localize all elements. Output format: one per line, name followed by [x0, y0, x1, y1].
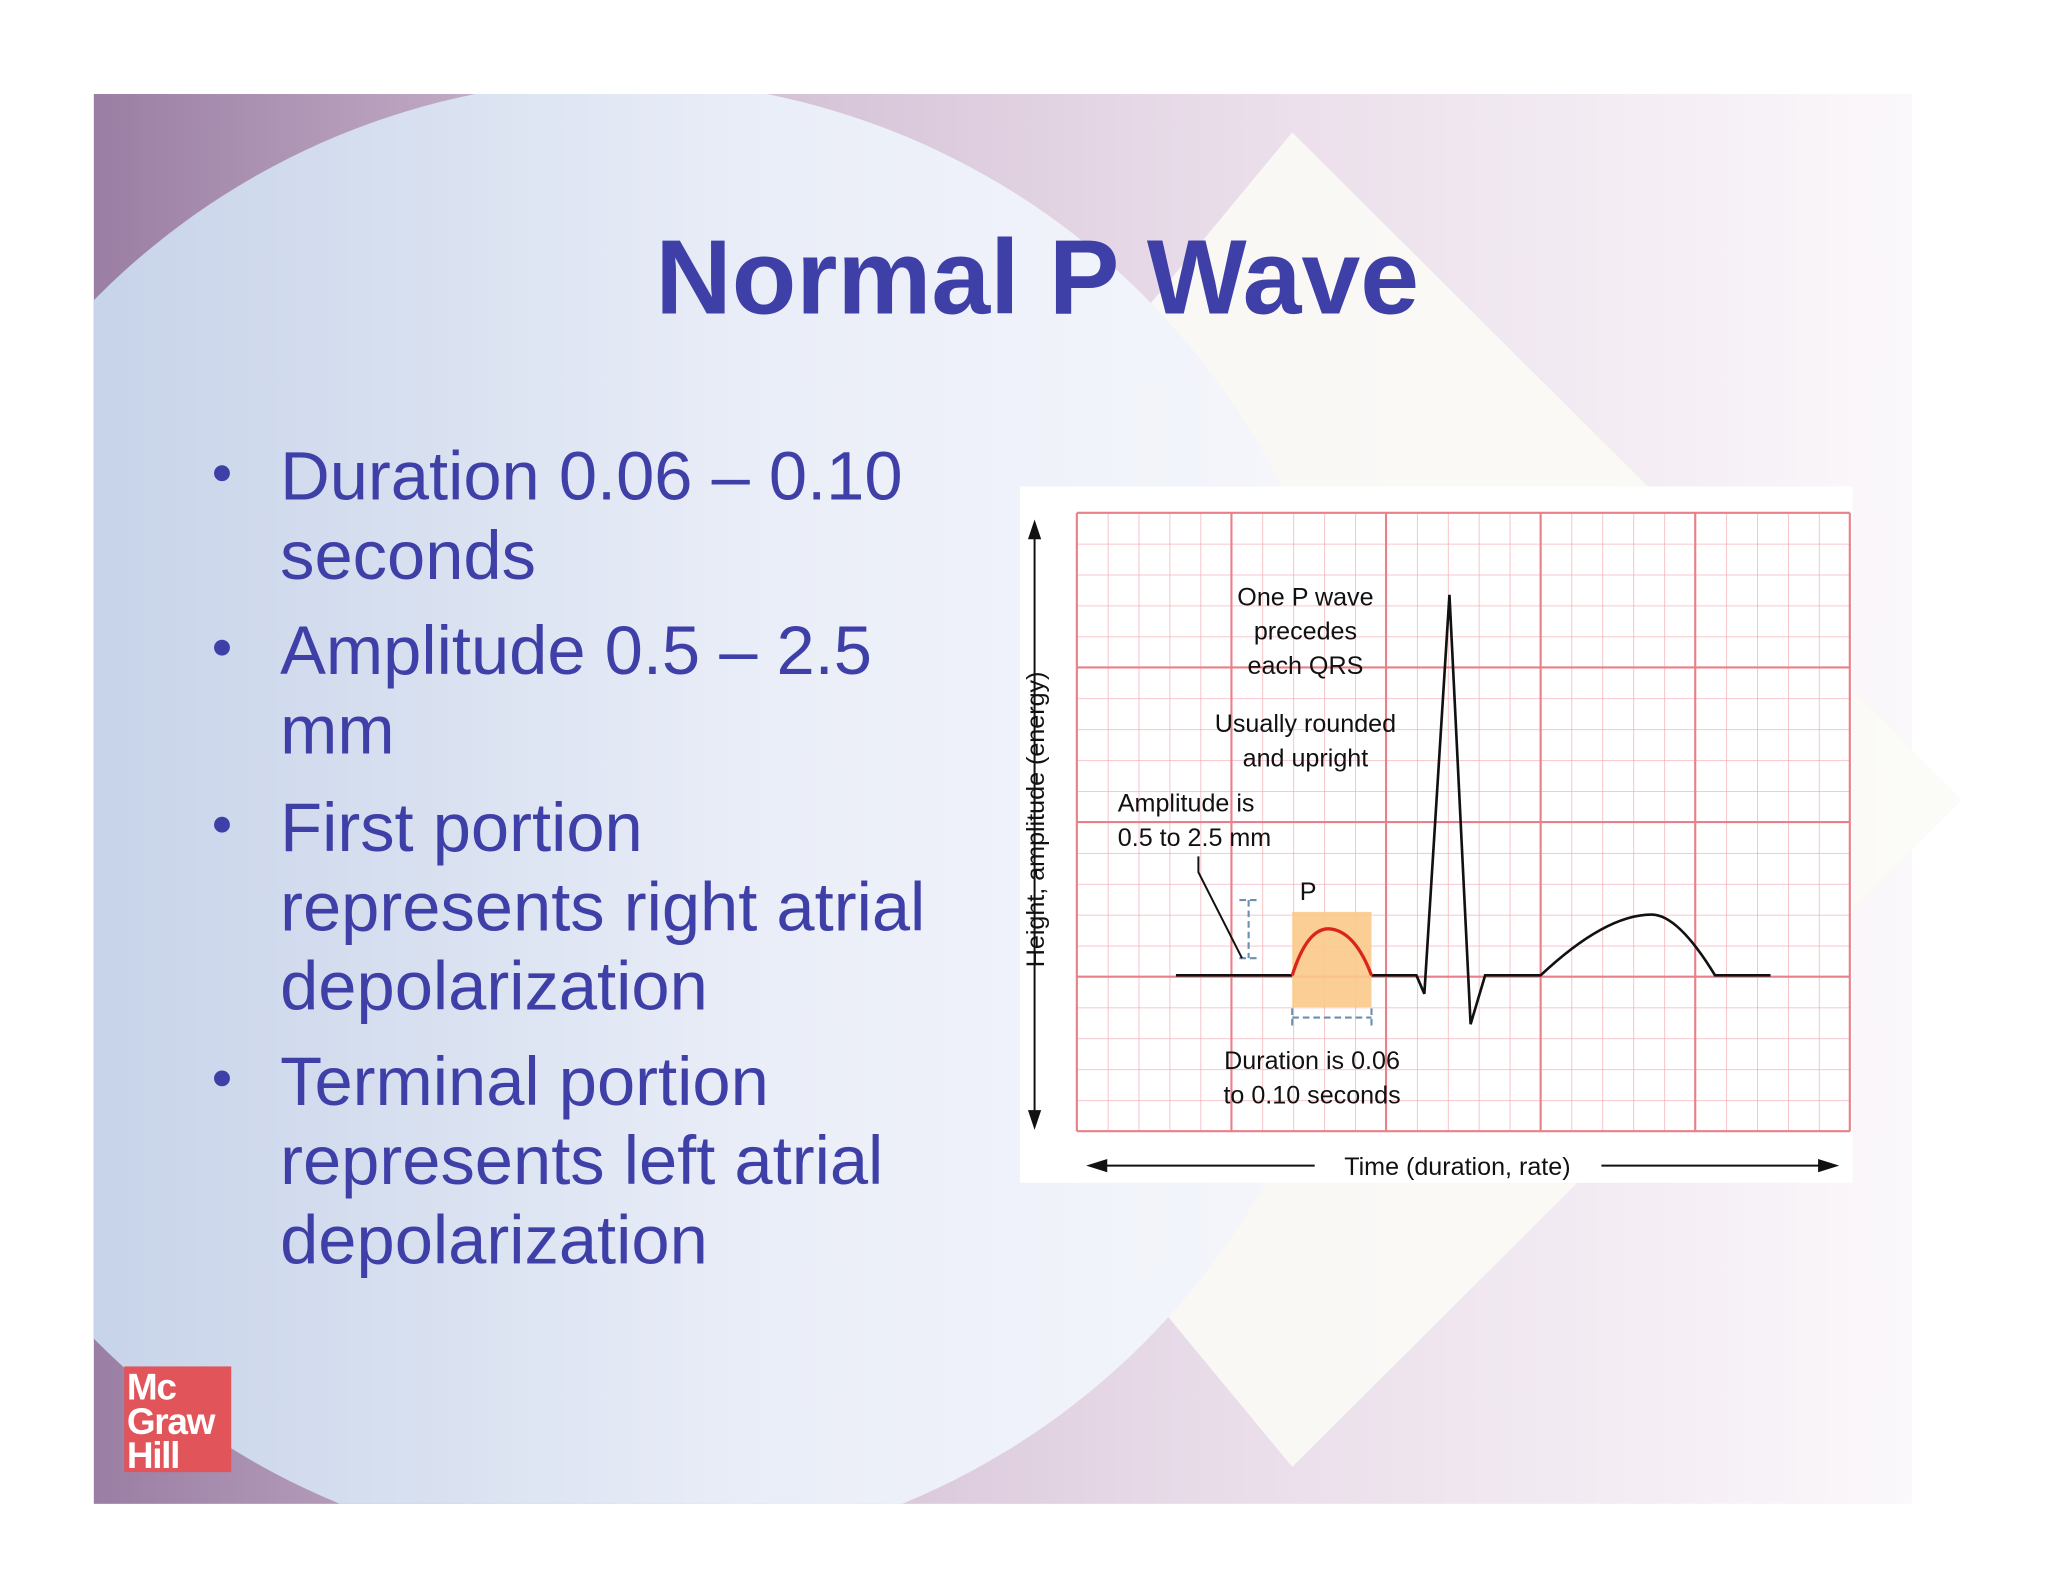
p-label: P	[1300, 878, 1317, 906]
bullet-text: Duration 0.06 – 0.10	[280, 438, 902, 515]
bullet-text: First portion	[280, 789, 643, 866]
logo-text: Mc	[127, 1366, 176, 1407]
bullet-dot	[214, 465, 230, 482]
annotation: Usually rounded	[1215, 710, 1396, 738]
bullet-text: depolarization	[280, 948, 708, 1025]
x-axis-label: Time (duration, rate)	[1344, 1153, 1570, 1181]
title: Normal P Wave	[655, 218, 1419, 336]
y-axis-label: Height, amplitude (energy)	[1022, 672, 1050, 968]
annotation: each QRS	[1248, 652, 1364, 680]
annotation: Duration is 0.06	[1224, 1047, 1400, 1075]
bullet-text: depolarization	[280, 1201, 708, 1278]
annotation: to 0.10 seconds	[1223, 1081, 1400, 1109]
annotation: precedes	[1254, 618, 1357, 646]
bullet-text: Terminal portion	[280, 1043, 769, 1120]
bullet-dot	[214, 816, 230, 833]
ecg-diagram: Height, amplitude (energy) Time (duratio…	[1020, 486, 1853, 1183]
annotation: and upright	[1243, 745, 1369, 773]
bullet-dot	[214, 1070, 230, 1087]
bullet-text: represents left atrial	[280, 1122, 883, 1199]
bullet-text: represents right atrial	[280, 868, 925, 945]
logo-text: Graw	[127, 1401, 216, 1442]
bullet-dot	[214, 639, 230, 656]
annotation: One P wave	[1237, 583, 1373, 611]
logo-text: Hill	[127, 1435, 179, 1476]
bullet-text: seconds	[280, 517, 536, 594]
annotation: Amplitude is	[1118, 789, 1255, 817]
bullet-text: mm	[280, 691, 394, 768]
bullet-text: Amplitude 0.5 – 2.5	[280, 612, 872, 689]
annotation: 0.5 to 2.5 mm	[1118, 824, 1271, 852]
